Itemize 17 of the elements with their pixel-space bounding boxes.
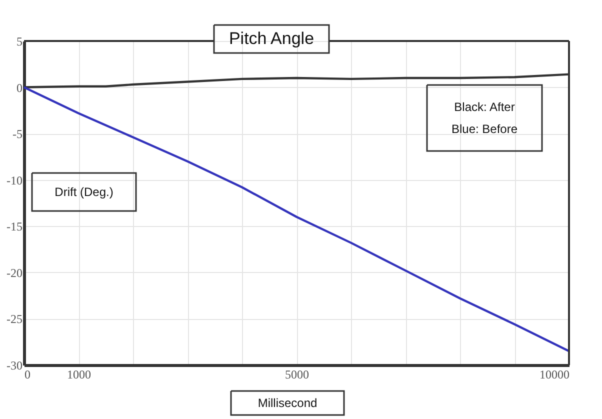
y-tick-label: 0 — [16, 80, 22, 95]
x-tick-label: 5000 — [285, 368, 309, 382]
y-tick-label: 5 — [16, 34, 22, 48]
y-tick-label: -5 — [12, 127, 22, 142]
x-axis-title: Millisecond — [258, 396, 318, 410]
y-tick-label: -15 — [6, 220, 22, 234]
y-tick-label: -25 — [6, 312, 22, 326]
y-tick-label: -20 — [6, 266, 22, 280]
annotation: Blue: Before — [451, 122, 518, 136]
line-series — [22, 86, 570, 352]
chart-title: Pitch Angle — [228, 29, 314, 48]
y-tick-label: -10 — [6, 173, 22, 188]
x-tick-label: 10000 — [540, 368, 570, 382]
y-tick-label: -30 — [6, 358, 22, 372]
x-tick-label: 1000 — [67, 368, 91, 382]
y-axis-title: Drift (Deg.) — [54, 185, 114, 199]
annotation: Black: After — [454, 100, 515, 114]
